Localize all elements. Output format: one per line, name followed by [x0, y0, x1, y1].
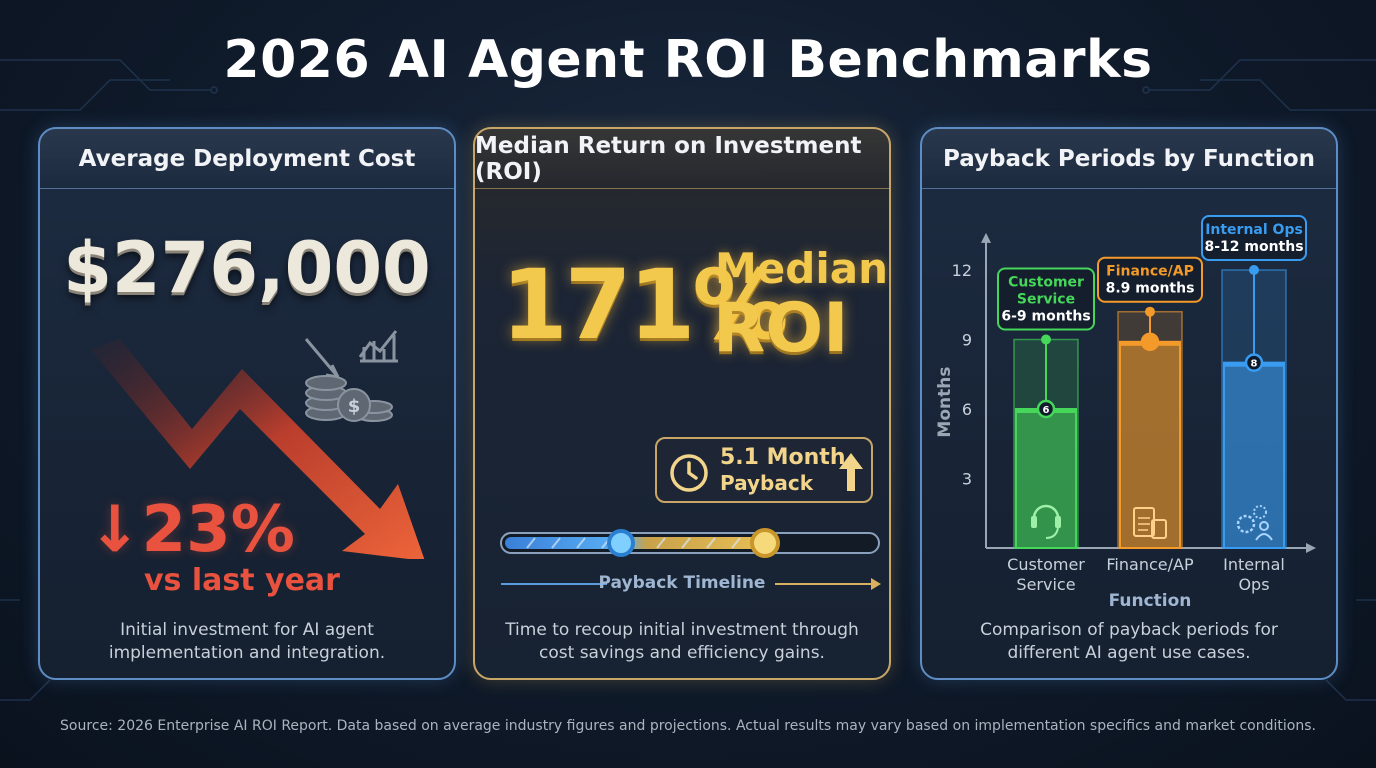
payback-value: 5.1 Month	[720, 445, 846, 470]
point-label: 6	[1043, 405, 1050, 416]
median-roi-panel: Median Return on Investment (ROI) 171% M…	[473, 127, 891, 680]
y-tick-label: 3	[962, 470, 972, 489]
callout-text: Internal Ops	[1205, 222, 1303, 238]
median-roi-heading: Median Return on Investment (ROI)	[475, 129, 889, 189]
callout-text: Customer	[1008, 275, 1084, 291]
callout-text: 6-9 months	[1001, 309, 1090, 325]
payback-periods-description-line1: Comparison of payback periods for	[980, 620, 1278, 640]
callout-box	[997, 267, 1095, 331]
downtrend-arrow-icon	[90, 339, 425, 559]
point-marker	[1244, 353, 1264, 372]
gears-icon	[1236, 514, 1256, 534]
payback-timeline	[500, 528, 880, 558]
payback-timeline-label: Payback Timeline	[598, 573, 766, 593]
x-tick-label: Service	[1016, 575, 1075, 594]
payback-label: Payback	[720, 471, 814, 495]
gears-icon	[1253, 505, 1267, 519]
callout-text: 8-12 months	[1204, 239, 1303, 255]
invoice-icon	[1138, 517, 1150, 531]
point-label: 8	[1251, 359, 1258, 370]
x-tick-label: Internal	[1223, 555, 1285, 574]
clock-icon	[670, 454, 708, 492]
headset-icon	[1045, 527, 1059, 539]
bar	[1015, 408, 1077, 549]
point-marker	[1036, 399, 1056, 419]
y-tick-label: 9	[962, 331, 972, 350]
median-roi-description-line1: Time to recoup initial investment throug…	[505, 620, 859, 640]
y-axis-arrow	[981, 232, 991, 243]
deployment-cost-description-line2: implementation and integration.	[108, 643, 386, 663]
timeline-arrow	[501, 578, 881, 590]
y-tick-label: 6	[962, 400, 972, 419]
callout-box	[1097, 256, 1203, 303]
headset-icon	[1031, 516, 1037, 528]
median-roi-description-line2: cost savings and efficiency gains.	[539, 643, 825, 663]
deployment-cost-panel: Average Deployment Cost $276,000 $ ↓23% …	[38, 127, 456, 680]
callout-text: Finance/AP	[1106, 264, 1194, 280]
source-footnote: Source: 2026 Enterprise AI ROI Report. D…	[60, 718, 1316, 734]
range-high-marker	[1249, 265, 1259, 275]
headset-icon	[1055, 516, 1061, 528]
roi-value: 171%	[501, 249, 789, 361]
x-tick-label: Finance/AP	[1106, 555, 1194, 574]
deployment-cost-amount: $276,000	[63, 227, 431, 309]
payback-periods-heading: Payback Periods by Function	[922, 129, 1336, 189]
payback-callout: 5.1 Month Payback	[655, 437, 873, 503]
bar	[1223, 361, 1285, 549]
median-roi-description: Time to recoup initial investment throug…	[475, 619, 889, 665]
x-tick-label: Ops	[1238, 575, 1269, 594]
deployment-cost-description-line1: Initial investment for AI agent	[120, 620, 374, 640]
cost-change-percent: ↓23%	[88, 493, 295, 567]
point-marker	[1140, 332, 1160, 352]
x-axis-label: Function	[1109, 591, 1192, 611]
payback-periods-panel: Payback Periods by Function 3 6 9 12 Months 6…	[920, 127, 1338, 680]
payback-periods-description-line2: different AI agent use cases.	[1007, 643, 1251, 663]
cost-change-caption: vs last year	[144, 563, 340, 598]
person-icon	[1255, 533, 1273, 541]
svg-text:$: $	[348, 396, 361, 417]
deployment-cost-heading: Average Deployment Cost	[40, 129, 454, 189]
range-high-marker	[1041, 334, 1051, 345]
roi-label-roi: ROI	[713, 289, 849, 368]
x-axis-arrow	[1306, 543, 1316, 553]
callout-text: Service	[1017, 292, 1075, 308]
page-title: 2026 AI Agent ROI Benchmarks	[223, 30, 1153, 90]
calculator-icon	[1151, 519, 1167, 539]
deployment-cost-description: Initial investment for AI agent implemen…	[40, 619, 454, 665]
range-high-marker	[1145, 306, 1155, 317]
y-axis-label: Months	[935, 367, 955, 438]
roi-label-median: Median	[715, 244, 888, 293]
bar	[1119, 340, 1181, 549]
person-icon	[1259, 521, 1269, 531]
payback-periods-description: Comparison of payback periods for differ…	[922, 619, 1336, 665]
y-tick-label: 12	[952, 261, 972, 280]
callout-box	[1201, 215, 1307, 261]
coins-chart-icon: $	[304, 330, 398, 422]
callout-text: 8.9 months	[1106, 281, 1195, 297]
x-tick-label: Customer	[1007, 555, 1085, 574]
arrow-up-icon	[839, 453, 863, 491]
invoice-icon	[1133, 507, 1155, 537]
headset-icon	[1032, 504, 1060, 519]
